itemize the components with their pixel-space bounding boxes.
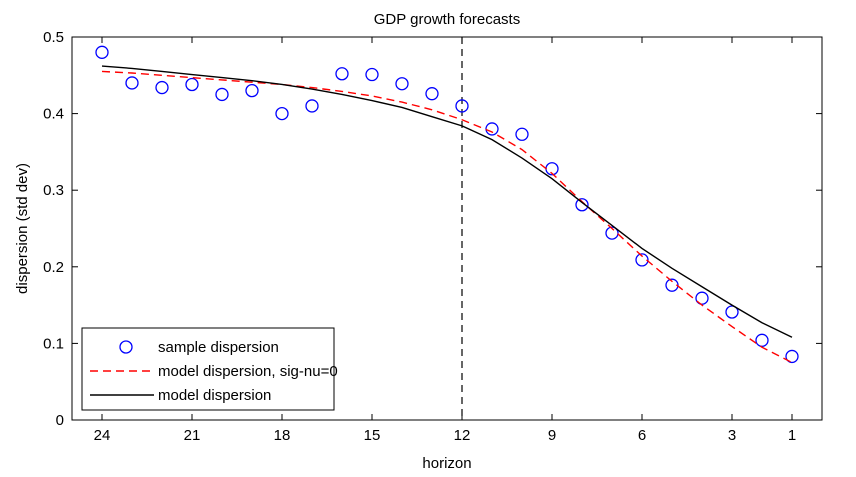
series-line-model [101, 65, 793, 338]
data-point [665, 278, 679, 292]
data-point [785, 349, 799, 364]
data-point [215, 87, 229, 102]
data-point [125, 76, 139, 90]
data-point [305, 99, 319, 113]
x-axis-label: horizon [422, 455, 471, 472]
y-tick-label: 0.2 [43, 259, 64, 276]
y-tick-label: 0.3 [43, 182, 64, 199]
axes: 24 21 18 15 12 9 6 3 1 0 0.1 0.2 0.3 0.4 0.5 [43, 29, 823, 444]
legend-label: sample dispersion [158, 339, 279, 356]
y-tick-label: 0.1 [43, 335, 64, 352]
data-point [425, 87, 439, 101]
data-point [695, 291, 709, 305]
data-point [455, 99, 469, 113]
x-tick-label: 3 [728, 427, 736, 444]
x-tick-label: 6 [638, 427, 646, 444]
x-tick-label: 21 [184, 427, 201, 444]
x-tick-label: 18 [274, 427, 291, 444]
y-tick-label: 0.5 [43, 29, 64, 46]
data-point [635, 253, 649, 267]
data-point [755, 333, 769, 347]
data-point [725, 305, 739, 319]
data-point [275, 106, 289, 121]
plot-frame [71, 36, 823, 421]
data-point [575, 198, 589, 212]
data-point [395, 77, 409, 91]
legend-swatch-marker [119, 340, 133, 354]
data-point [515, 127, 529, 141]
data-point [605, 226, 619, 240]
x-tick-label: 24 [94, 427, 111, 444]
series-line-sig-nu-0 [101, 70, 793, 364]
y-axis-label: dispersion (std dev) [14, 163, 31, 294]
data-point [155, 80, 169, 95]
series-group [95, 45, 799, 364]
legend: sample dispersion model dispersion, sig-n… [81, 327, 338, 411]
y-tick-label: 0 [56, 412, 64, 429]
data-point [485, 122, 499, 136]
chart-title: GDP growth forecasts [374, 11, 520, 28]
data-point [245, 83, 259, 98]
x-tick-label: 9 [548, 427, 556, 444]
x-tick-label: 12 [454, 427, 471, 444]
x-tick-label: 15 [364, 427, 381, 444]
legend-label: model dispersion [158, 387, 271, 404]
y-tick-label: 0.4 [43, 106, 64, 123]
legend-label: model dispersion, sig-nu=0 [158, 363, 338, 380]
data-point [335, 67, 349, 81]
data-point [95, 45, 109, 59]
data-point [365, 67, 379, 82]
x-tick-label: 1 [788, 427, 796, 444]
data-point [185, 77, 199, 92]
